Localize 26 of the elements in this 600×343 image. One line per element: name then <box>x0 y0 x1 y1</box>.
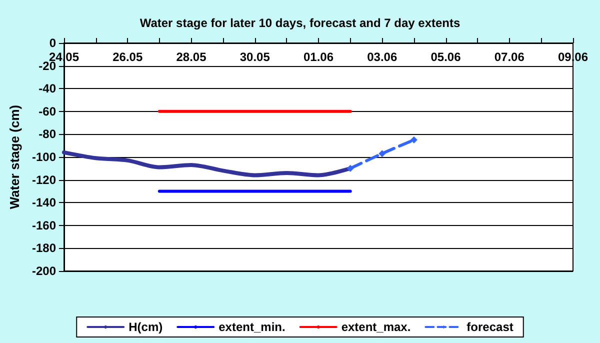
y-tick-label: -140 <box>32 196 56 210</box>
point <box>346 164 354 172</box>
y-tick-label: -160 <box>32 218 56 232</box>
y-tick-label: 0 <box>49 36 56 50</box>
legend-label: H(cm) <box>128 320 163 334</box>
legend-label: extent_min. <box>218 320 286 334</box>
y-tick-label: -60 <box>38 104 56 118</box>
y-tick-label: -120 <box>32 172 56 187</box>
x-tick-label: 26.05 <box>112 50 143 64</box>
point <box>378 150 386 158</box>
point <box>410 136 418 144</box>
y-axis-title: Water stage (cm) <box>7 104 22 210</box>
y-tick-label: -40 <box>38 82 56 96</box>
x-tick-label: 05.06 <box>430 50 462 64</box>
y-tick-label: -200 <box>32 264 56 278</box>
x-tick-label: 07.06 <box>494 50 525 64</box>
legend-label: extent_max. <box>341 320 411 334</box>
y-tick-label: -80 <box>38 127 56 142</box>
x-tick-label: 03.06 <box>367 50 398 64</box>
legend-label: forecast <box>466 320 514 334</box>
x-tick-label: 01.06 <box>303 50 334 64</box>
x-tick-label: 28.05 <box>176 50 207 64</box>
y-tick-label: -180 <box>32 241 56 256</box>
y-tick-label: -100 <box>32 150 56 164</box>
x-tick-label: 30.05 <box>240 50 270 64</box>
chart-title: Water stage for later 10 days, forecast and 7 day extents <box>140 16 460 30</box>
